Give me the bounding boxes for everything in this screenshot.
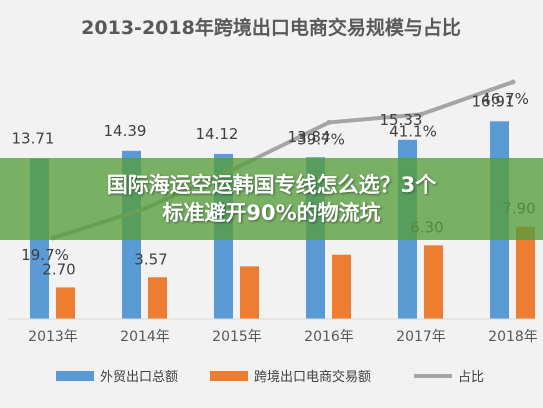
data-label-export-total: 15.33 <box>380 111 423 129</box>
bar-ecommerce-export <box>240 266 259 319</box>
bar-ecommerce-export <box>424 245 443 319</box>
data-label-export-total: 13.84 <box>288 128 331 146</box>
x-tick-label: 2017年 <box>396 329 446 345</box>
data-label-ecommerce-export: 2.70 <box>42 260 75 278</box>
data-label-share: 46.7% <box>481 90 529 108</box>
data-label-ecommerce-export: 3.57 <box>134 250 167 268</box>
bar-ecommerce-export <box>56 287 75 319</box>
data-label-export-total: 14.12 <box>196 125 239 143</box>
x-tick-label: 2013年 <box>28 329 78 345</box>
line-point <box>418 111 424 117</box>
x-tick-label: 2015年 <box>212 329 262 345</box>
x-tick-label: 2016年 <box>304 329 354 345</box>
bar-ecommerce-export <box>332 254 351 319</box>
overlay-banner: 国际海运空运韩国专线怎么选？3个 标准避开90%的物流坑 <box>0 158 543 240</box>
legend-label-ecommerce-export: 跨境出口电商交易额 <box>254 369 371 385</box>
overlay-line-1: 国际海运空运韩国专线怎么选？3个 <box>106 173 437 197</box>
data-label-export-total: 13.71 <box>12 130 55 148</box>
line-point <box>326 119 332 125</box>
data-label-share: 39.7% <box>297 130 345 148</box>
data-label-export-total: 14.39 <box>104 122 147 140</box>
x-tick-label: 2014年 <box>120 329 170 345</box>
bar-ecommerce-export <box>516 226 535 319</box>
data-label-share: 19.7% <box>21 246 69 264</box>
legend-label-export-total: 外贸出口总额 <box>100 370 178 385</box>
overlay-line-2: 标准避开90%的物流坑 <box>162 201 381 225</box>
bar-ecommerce-export <box>148 277 167 319</box>
legend-swatch-ecommerce-export <box>210 371 248 381</box>
line-point <box>510 79 516 85</box>
data-label-export-total: 16.91 <box>472 92 515 110</box>
legend-label-share: 占比 <box>458 370 484 385</box>
x-tick-label: 2018年 <box>488 329 538 345</box>
data-label-share: 41.1% <box>389 122 437 140</box>
chart-title: 2013-2018年跨境出口电商交易规模与占比 <box>81 16 461 39</box>
legend-swatch-export-total <box>56 371 94 381</box>
